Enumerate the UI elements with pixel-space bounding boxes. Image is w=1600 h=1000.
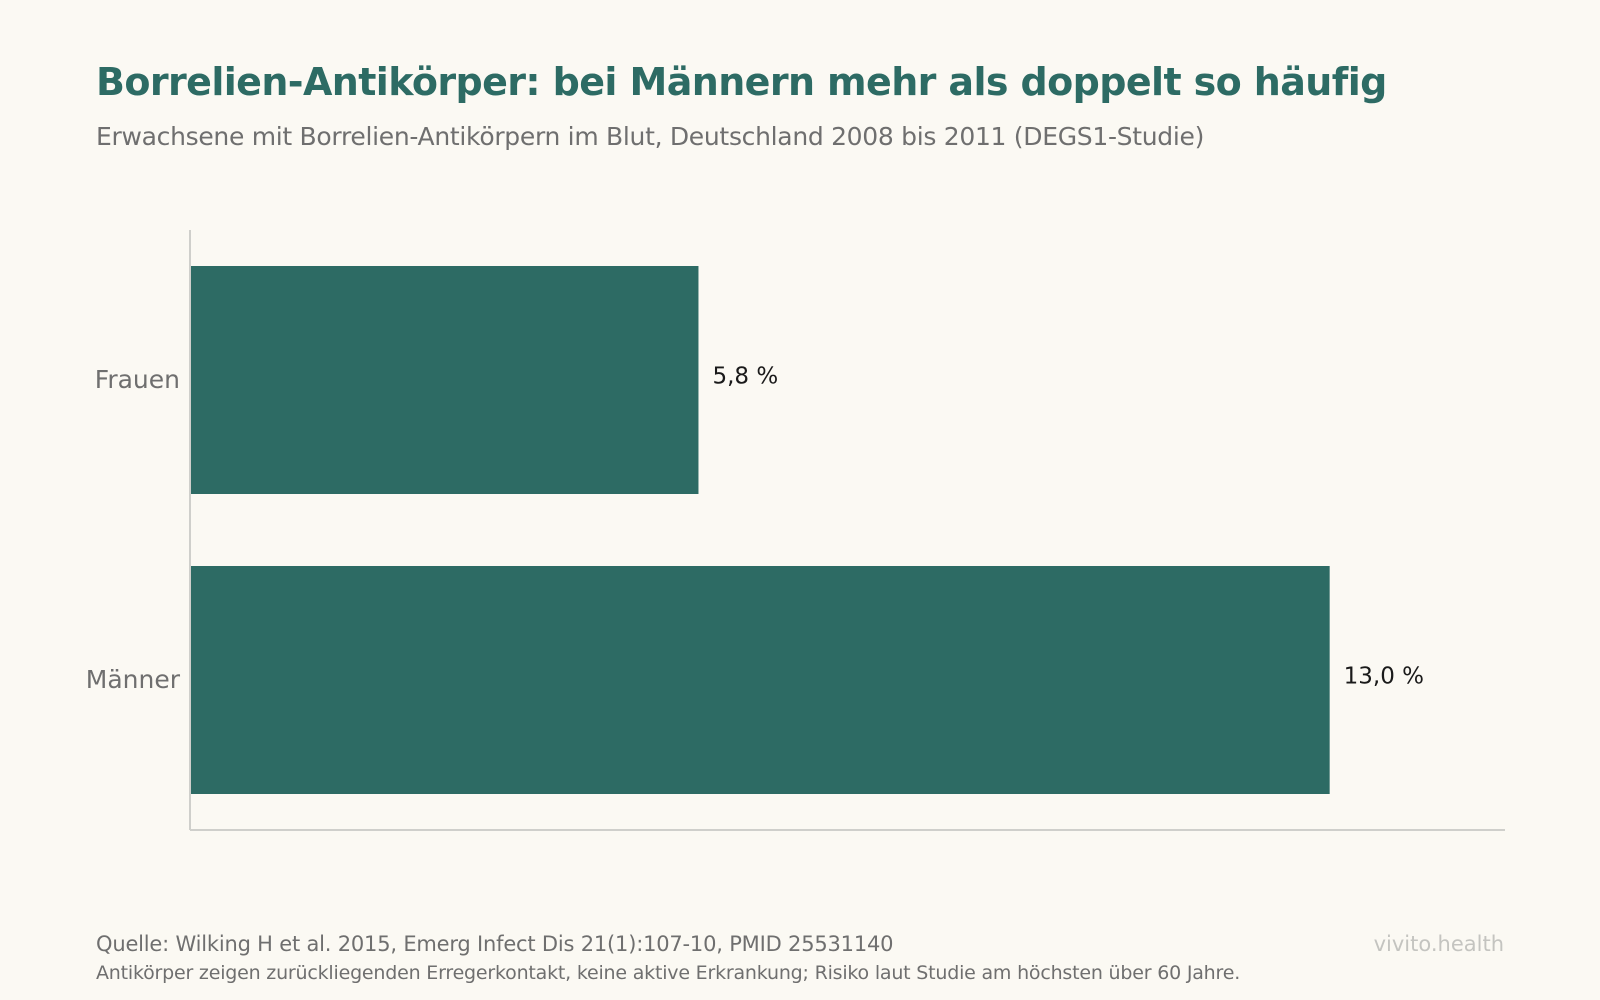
value-label-0: 5,8 %: [712, 364, 778, 390]
category-label-1: Männer: [86, 665, 181, 694]
chart-title: Borrelien-Antikörper: bei Männern mehr a…: [96, 60, 1387, 104]
footnote: Antikörper zeigen zurückliegenden Errege…: [96, 962, 1241, 984]
category-label-0: Frauen: [95, 365, 180, 394]
brand-logo-text: vivito.health: [1373, 932, 1504, 956]
value-label-1: 13,0 %: [1344, 664, 1424, 690]
source-note: Quelle: Wilking H et al. 2015, Emerg Inf…: [96, 932, 894, 956]
bar-1: [190, 566, 1330, 794]
bar-0: [190, 266, 699, 494]
chart-subtitle: Erwachsene mit Borrelien-Antikörpern im …: [96, 122, 1205, 151]
